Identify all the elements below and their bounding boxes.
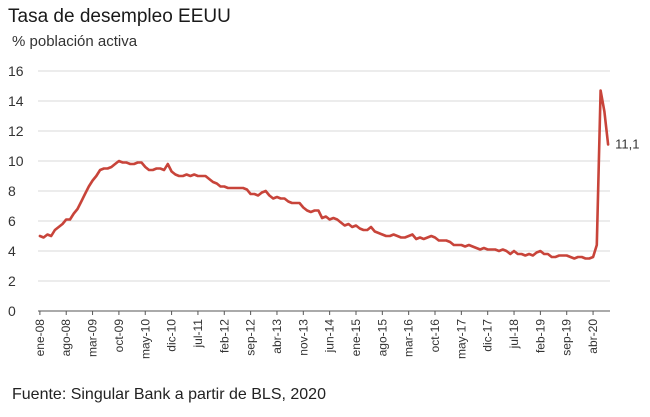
x-tick-label: may-10 (138, 319, 152, 359)
chart-title: Tasa de desempleo EEUU (8, 6, 231, 27)
series-line (38, 89, 610, 260)
y-tick-label: 2 (8, 273, 16, 289)
x-tick-label: dic-10 (165, 319, 179, 352)
x-tick-label: feb-12 (217, 319, 231, 353)
y-tick-label: 16 (8, 63, 24, 79)
x-tick-label: ene-08 (33, 319, 47, 357)
end-value-label: 11,1 (615, 137, 639, 152)
x-tick-label: jun-14 (323, 319, 337, 354)
x-tick-label: nov-13 (296, 319, 310, 356)
x-tick-label: may-17 (454, 319, 468, 359)
y-tick-label: 6 (8, 213, 16, 229)
x-tick-label: ago-08 (59, 319, 73, 357)
y-tick-label: 12 (8, 123, 24, 139)
y-tick-label: 14 (8, 93, 24, 109)
x-tick-label: jul-18 (507, 319, 521, 350)
chart-subtitle: % población activa (12, 33, 138, 50)
y-tick-label: 10 (8, 153, 24, 169)
x-tick-label: feb-19 (533, 319, 547, 353)
y-tick-label: 0 (8, 303, 16, 319)
x-tick-label: jul-11 (191, 319, 205, 349)
chart-source: Fuente: Singular Bank a partir de BLS, 2… (12, 386, 326, 403)
y-tick-label: 8 (8, 183, 16, 199)
x-tick-label: ene-15 (349, 319, 363, 357)
x-tick-label: dic-17 (481, 319, 495, 352)
x-tick-label: mar-09 (86, 319, 100, 357)
y-tick-label: 4 (8, 243, 16, 259)
x-tick-label: mar-16 (402, 319, 416, 357)
x-tick-label: abr-13 (270, 319, 284, 354)
x-tick-label: abr-20 (586, 319, 600, 354)
x-tick-label: oct-09 (112, 319, 126, 353)
x-tick-label: sep-12 (244, 319, 258, 356)
x-tick-label: sep-19 (560, 319, 574, 356)
x-tick-label: oct-16 (428, 319, 442, 353)
x-tick-label: ago-15 (375, 319, 389, 357)
